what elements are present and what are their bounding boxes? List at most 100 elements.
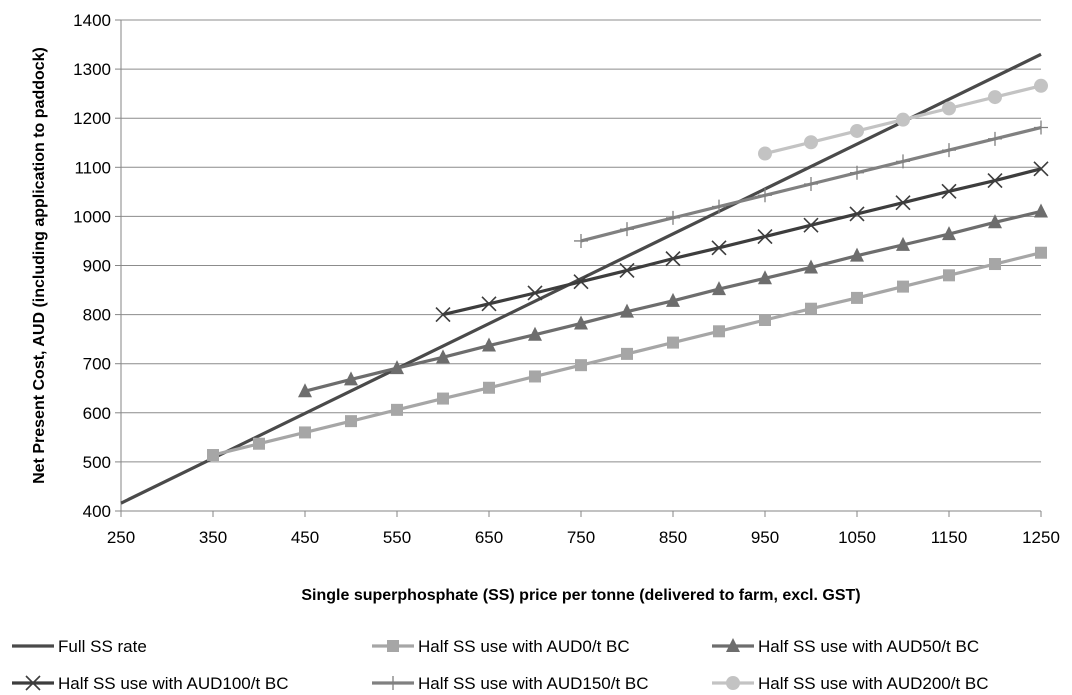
data-point <box>850 247 864 262</box>
data-point <box>850 165 864 180</box>
data-point <box>942 143 956 158</box>
legend-marker <box>726 676 740 690</box>
data-point <box>574 315 588 330</box>
data-point <box>436 349 450 364</box>
legend-marker <box>726 638 740 652</box>
axes <box>115 19 1042 517</box>
x-axis-title: Single superphosphate (SS) price per ton… <box>301 587 860 604</box>
plot-area <box>120 52 1049 505</box>
y-tick-label: 400 <box>83 502 111 521</box>
data-point <box>804 259 818 274</box>
data-point <box>1034 78 1048 93</box>
legend: Full SS rate Half SS use with AUD0/t BC Ha… <box>12 637 989 693</box>
data-point <box>390 360 404 375</box>
data-point <box>483 381 495 394</box>
series-6 <box>758 78 1048 161</box>
data-point <box>896 154 910 169</box>
x-tick-label: 850 <box>659 528 687 547</box>
data-point <box>391 403 403 416</box>
data-point <box>666 292 680 307</box>
data-point <box>757 228 773 245</box>
data-point <box>758 188 772 203</box>
data-point <box>253 437 265 450</box>
y-tick-label: 1300 <box>73 60 111 79</box>
data-point <box>1034 203 1048 218</box>
data-point <box>299 426 311 439</box>
series-2 <box>207 246 1047 462</box>
x-tick-label: 1150 <box>931 528 968 547</box>
data-point <box>667 336 679 349</box>
y-tick-label: 700 <box>83 355 111 374</box>
x-tick-labels: 250 350 450 550 650 750 850 950 1050 1150 1250 <box>107 528 1060 547</box>
data-point <box>620 303 634 318</box>
legend-item: Half SS use with AUD0/t BC <box>372 637 630 656</box>
series-line <box>120 52 1042 505</box>
legend-label: Full SS rate <box>58 637 147 656</box>
data-point <box>529 370 541 383</box>
data-point <box>896 112 910 127</box>
legend-label: Half SS use with AUD100/t BC <box>58 674 289 693</box>
data-point <box>895 195 911 211</box>
x-tick-label: 250 <box>107 528 135 547</box>
data-point <box>942 101 956 116</box>
legend-marker <box>387 640 399 652</box>
y-tick-label: 1200 <box>73 109 111 128</box>
data-point <box>712 281 726 296</box>
data-point <box>804 176 818 191</box>
data-point <box>988 131 1002 146</box>
data-point <box>574 233 588 248</box>
data-point <box>712 199 726 214</box>
series-line <box>442 167 1042 317</box>
x-tick-label: 550 <box>383 528 411 547</box>
legend-label: Half SS use with AUD50/t BC <box>758 637 979 656</box>
y-tick-label: 1400 <box>73 11 111 30</box>
data-point <box>345 415 357 428</box>
data-point <box>435 307 451 323</box>
x-tick-label: 450 <box>291 528 319 547</box>
data-point <box>528 326 542 341</box>
legend-marker <box>25 675 41 691</box>
data-point <box>758 270 772 285</box>
data-point <box>666 210 680 225</box>
data-point <box>298 383 312 398</box>
data-point <box>988 90 1002 105</box>
legend-item: Full SS rate <box>12 637 147 656</box>
x-tick-label: 350 <box>199 528 227 547</box>
y-axis-title: Net Present Cost, AUD (including applica… <box>31 47 48 484</box>
x-tick-label: 1250 <box>1022 528 1060 547</box>
y-tick-label: 600 <box>83 404 111 423</box>
data-point <box>987 172 1003 189</box>
y-tick-labels: 400 500 600 700 800 900 1000 1100 1200 1300 1400 <box>73 11 111 521</box>
series-1 <box>120 52 1042 505</box>
data-point <box>620 222 634 237</box>
data-point <box>573 274 589 290</box>
data-point <box>989 258 1001 271</box>
data-point <box>481 296 497 312</box>
data-point <box>851 291 863 304</box>
data-point <box>759 314 771 327</box>
y-tick-label: 500 <box>83 453 111 472</box>
data-point <box>1033 161 1049 177</box>
data-point <box>344 371 358 386</box>
data-point <box>849 206 865 222</box>
y-tick-label: 1000 <box>73 207 111 226</box>
data-point <box>713 325 725 338</box>
data-point <box>942 226 956 241</box>
data-point <box>527 285 543 301</box>
y-tick-label: 1100 <box>74 158 111 177</box>
data-point <box>804 135 818 150</box>
y-tick-label: 800 <box>83 306 111 325</box>
data-point <box>575 359 587 372</box>
data-point <box>988 214 1002 229</box>
series-5 <box>574 120 1048 248</box>
data-point <box>665 251 681 267</box>
legend-item: Half SS use with AUD200/t BC <box>712 674 989 693</box>
data-point <box>850 123 864 138</box>
legend-label: Half SS use with AUD0/t BC <box>418 637 630 656</box>
data-point <box>896 236 910 251</box>
x-tick-label: 650 <box>475 528 503 547</box>
legend-item: Half SS use with AUD150/t BC <box>372 674 649 693</box>
data-point <box>805 302 817 315</box>
legend-item: Half SS use with AUD50/t BC <box>712 637 979 656</box>
